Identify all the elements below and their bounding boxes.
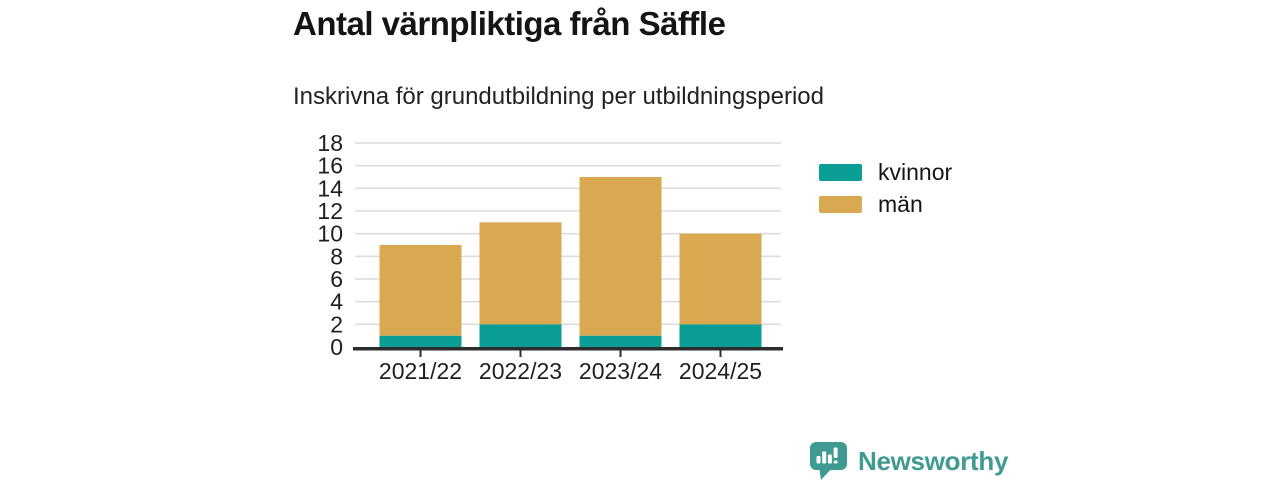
bar-segment-män [579, 177, 662, 336]
x-tick-label: 2022/23 [479, 358, 562, 384]
y-tick-label: 16 [317, 153, 343, 179]
chart-subtitle: Inskrivna för grundutbildning per utbild… [293, 83, 824, 110]
legend-item-kvinnor: kvinnor [819, 159, 953, 185]
y-tick-label: 14 [317, 175, 343, 201]
legend-item-man: män [819, 191, 952, 217]
y-tick-label: 18 [317, 130, 343, 156]
chart-legend: kvinnor män [819, 159, 953, 228]
newsworthy-logo-text: Newsworthy [858, 445, 1009, 476]
bar-segment-kvinnor [479, 324, 562, 347]
bar-segment-män [379, 245, 462, 336]
x-tick-label: 2024/25 [679, 358, 762, 384]
legend-label-man: män [878, 191, 923, 217]
bar-segment-kvinnor [379, 335, 462, 347]
x-tick-label: 2023/24 [579, 358, 662, 384]
y-tick-label: 2 [330, 311, 343, 337]
y-tick-label: 4 [330, 289, 343, 315]
legend-swatch-man [819, 196, 862, 213]
y-tick-label: 6 [330, 266, 343, 292]
x-tick-label: 2021/22 [379, 358, 462, 384]
legend-label-kvinnor: kvinnor [878, 159, 953, 185]
bar-segment-kvinnor [679, 324, 762, 347]
y-tick-label: 12 [317, 198, 343, 224]
y-tick-label: 0 [330, 334, 343, 360]
bar-segment-män [479, 222, 562, 325]
x-axis-line [353, 347, 783, 351]
y-tick-label: 8 [330, 243, 343, 269]
bar-segment-män [679, 233, 762, 325]
newsworthy-logo[interactable]: Newsworthy [809, 441, 1008, 480]
legend-swatch-kvinnor [819, 164, 862, 181]
bar-segment-kvinnor [579, 335, 662, 347]
newsworthy-logo-icon [810, 442, 847, 480]
y-tick-label: 10 [317, 221, 343, 247]
chart-title: Antal värnpliktiga från Säffle [293, 5, 726, 42]
